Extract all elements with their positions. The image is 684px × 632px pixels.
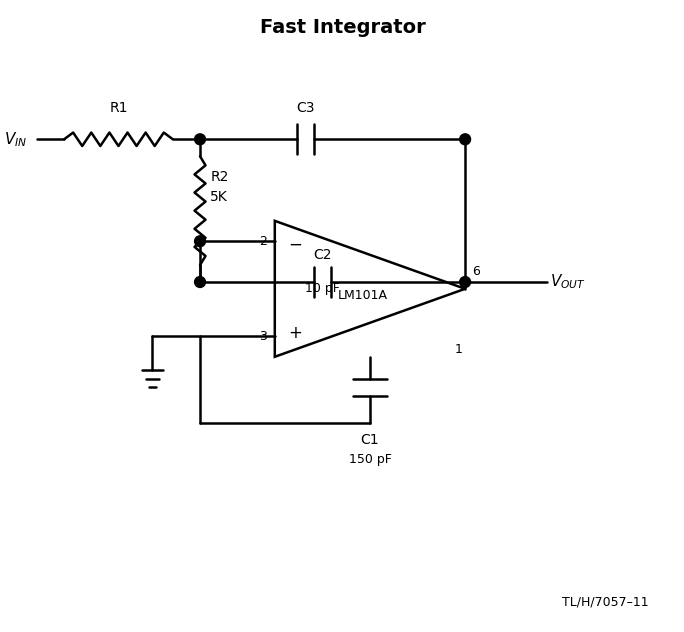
Text: 5K: 5K xyxy=(210,190,228,204)
Text: 2: 2 xyxy=(259,234,267,248)
Text: 10 pF: 10 pF xyxy=(305,282,340,295)
Text: 1: 1 xyxy=(455,343,463,356)
Text: 3: 3 xyxy=(259,330,267,343)
Circle shape xyxy=(194,134,205,145)
Text: −: − xyxy=(288,236,302,253)
Text: R1: R1 xyxy=(109,102,128,116)
Text: C1: C1 xyxy=(360,433,379,447)
Text: $V_{OUT}$: $V_{OUT}$ xyxy=(550,272,586,291)
Text: Fast Integrator: Fast Integrator xyxy=(260,18,425,37)
Circle shape xyxy=(194,236,205,246)
Text: LM101A: LM101A xyxy=(338,289,388,302)
Circle shape xyxy=(460,277,471,288)
Text: TL/H/7057–11: TL/H/7057–11 xyxy=(562,595,648,608)
Text: C3: C3 xyxy=(296,102,315,116)
Text: R2: R2 xyxy=(210,169,228,184)
Text: C2: C2 xyxy=(313,248,332,262)
Text: 150 pF: 150 pF xyxy=(349,453,391,466)
Circle shape xyxy=(460,134,471,145)
Text: +: + xyxy=(288,324,302,342)
Circle shape xyxy=(194,277,205,288)
Text: $V_{IN}$: $V_{IN}$ xyxy=(3,130,27,149)
Text: 6: 6 xyxy=(472,265,479,278)
